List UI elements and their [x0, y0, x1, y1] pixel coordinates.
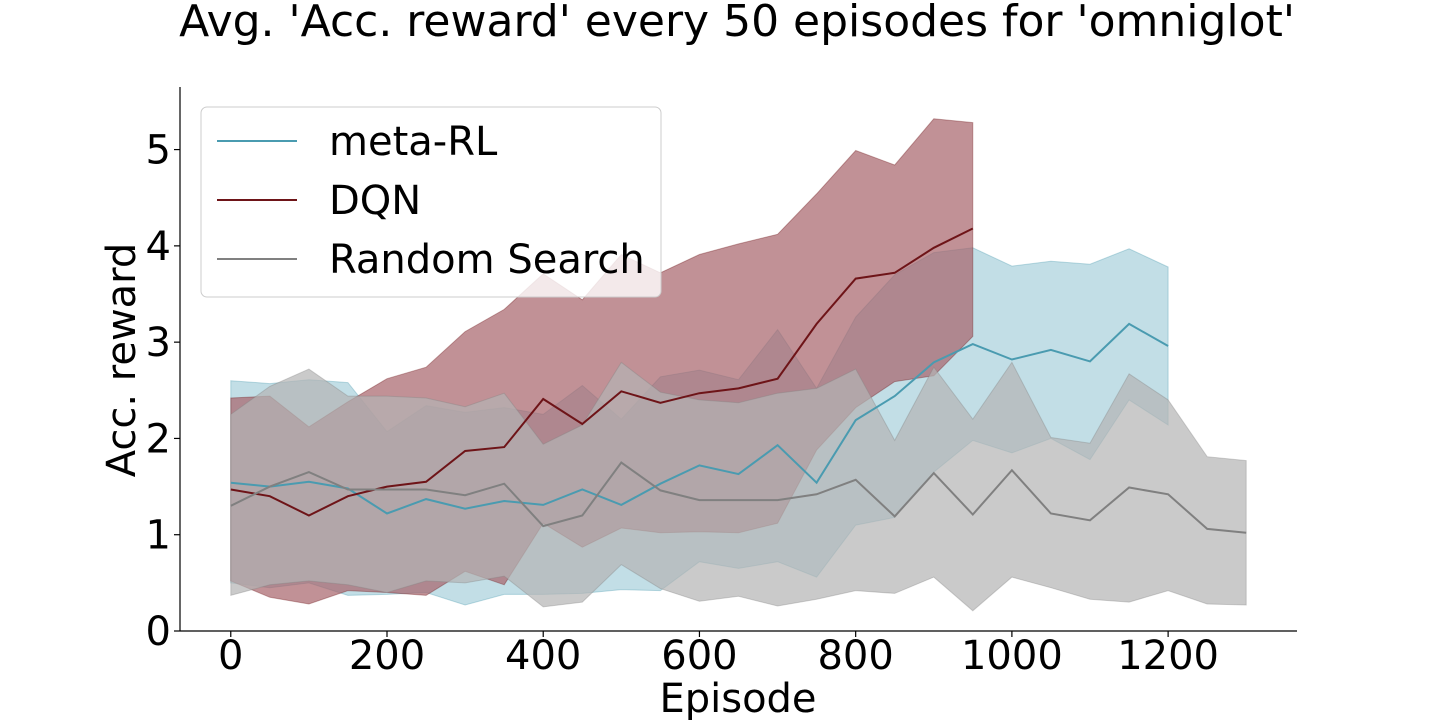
- series-lines: [230, 227, 1247, 534]
- x-tick-label: 200: [349, 633, 425, 679]
- chart-title: Avg. 'Acc. reward' every 50 episodes for…: [179, 0, 1295, 47]
- y-ticks: 0 1 2 3 4 5: [146, 128, 180, 655]
- confidence-bands: [230, 118, 1247, 612]
- y-tick-label: 2: [146, 416, 171, 462]
- y-tick-label: 0: [146, 609, 171, 655]
- y-tick-label: 4: [146, 224, 171, 270]
- legend-label-random-search: Random Search: [329, 237, 645, 283]
- legend-label-dqn: DQN: [329, 178, 421, 224]
- x-tick-label: 600: [661, 633, 737, 679]
- x-tick-label: 0: [218, 633, 243, 679]
- legend: meta-RL DQN Random Search: [200, 106, 662, 298]
- random-search-line: [230, 461, 1247, 534]
- y-tick-label: 5: [146, 128, 171, 174]
- x-tick-label: 800: [817, 633, 893, 679]
- x-axis-label: Episode: [659, 676, 816, 720]
- y-axis-label: Acc. reward: [99, 243, 145, 478]
- meta-rl-line: [230, 322, 1169, 515]
- x-tick-label: 400: [505, 633, 581, 679]
- dqn-line: [230, 227, 974, 517]
- y-tick-label: 1: [146, 513, 171, 559]
- x-tick-label: 1200: [1117, 633, 1219, 679]
- legend-label-meta-rl: meta-RL: [329, 119, 498, 165]
- x-ticks: 0 200 400 600 800 1000 1200: [218, 631, 1219, 679]
- x-tick-label: 1000: [961, 633, 1063, 679]
- y-tick-label: 3: [146, 320, 171, 366]
- legend-frame: [200, 106, 662, 298]
